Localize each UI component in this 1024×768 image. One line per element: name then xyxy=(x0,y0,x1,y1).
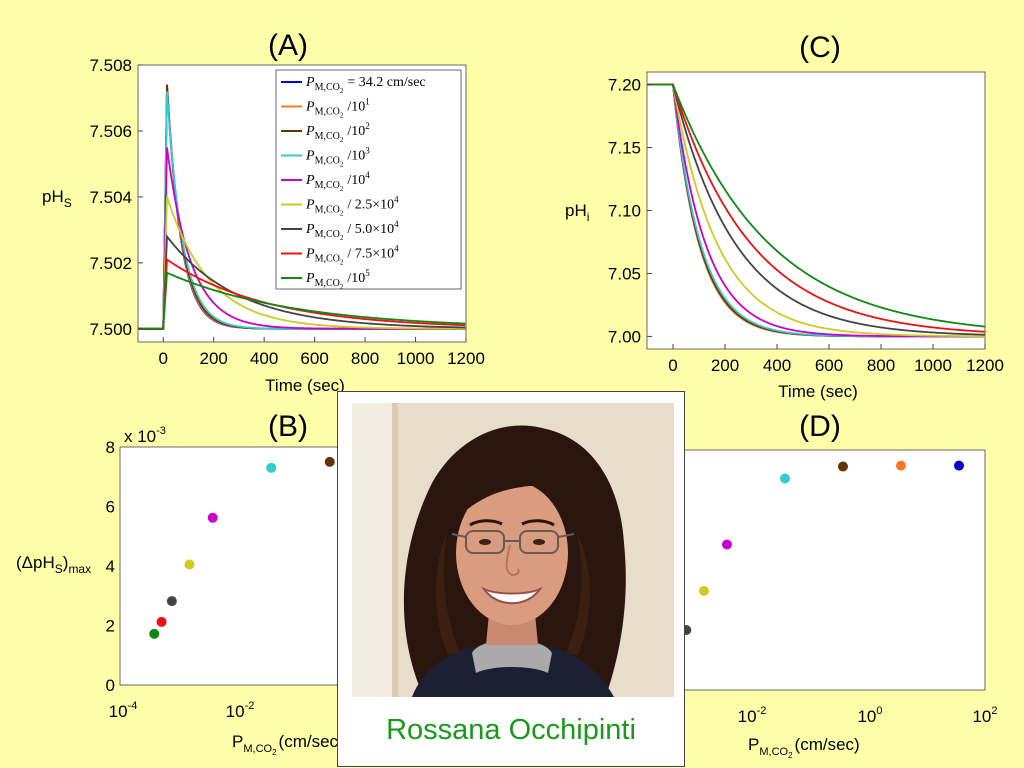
panel-a-series-line-7 xyxy=(138,233,466,330)
panel-b-xtick-1: 10-4 xyxy=(109,700,138,721)
panel-a-legend-box xyxy=(275,69,462,290)
portrait-caption: Rossana Occhipinti xyxy=(386,714,636,746)
panel-c-y-ticks: 7.00 7.05 7.10 7.15 7.20 xyxy=(608,76,652,346)
panel-b-point-4 xyxy=(184,559,195,570)
panel-c-x-ticks: 0 200 400 600 800 1000 1200 xyxy=(668,344,1004,375)
panel-c-series-line-9 xyxy=(647,83,986,328)
panel-d-xtick-1: 10-2 xyxy=(738,705,767,726)
panel-c-xtick-label: 800 xyxy=(867,356,895,375)
panel-a-x-ticks: 0 200 400 600 800 1000 1200 xyxy=(158,337,485,368)
panel-b-point-5 xyxy=(207,512,218,523)
panel-b-ytick-label: 6 xyxy=(106,498,115,517)
panel-a-xtick-label: 0 xyxy=(158,349,167,368)
portrait-photo xyxy=(352,403,674,697)
panel-a-ytick-label: 7.504 xyxy=(89,188,132,207)
panel-a-series-lines xyxy=(138,84,466,330)
panel-d-points xyxy=(681,460,964,635)
panel-b-point-7 xyxy=(324,456,335,467)
panel-c-xtick-label: 0 xyxy=(668,356,677,375)
panel-c-series-line-8 xyxy=(647,83,986,333)
panel-d-title: (D) xyxy=(799,410,841,443)
panel-a-legend-label: PM,CO2/ 7.5×104 xyxy=(305,244,399,267)
panel-a-legend: PM,CO2= 34.2 cm/secPM,CO2/101PM,CO2/102P… xyxy=(281,75,426,291)
panel-c-xtick-label: 400 xyxy=(763,356,791,375)
panel-b-points xyxy=(149,456,335,639)
panel-c-xlabel: Time (sec) xyxy=(778,382,858,401)
panel-b-ytick-label: 8 xyxy=(106,438,115,457)
panel-c-plot-area xyxy=(646,71,986,350)
panel-b-ytick-label: 2 xyxy=(106,617,115,636)
panel-a-xtick-label: 400 xyxy=(250,349,278,368)
panel-d-point-7 xyxy=(953,460,964,471)
panel-b-xlabel: PM,CO2(cm/sec) xyxy=(232,732,344,757)
panel-a-legend-label: PM,CO2= 34.2 cm/sec xyxy=(305,75,426,95)
panel-b-ytick-label: 4 xyxy=(106,557,115,576)
panel-a-series-line-6 xyxy=(138,196,466,330)
panel-a-xtick-label: 800 xyxy=(351,349,379,368)
panel-d-chart: (D) 10-2 100 102 PM,CO2(cm/sec) xyxy=(661,410,998,760)
panel-b-point-1 xyxy=(149,628,160,639)
panel-c-ytick-label: 7.20 xyxy=(608,76,641,95)
panel-a-ytick-label: 7.508 xyxy=(89,56,132,75)
panel-a-title: (A) xyxy=(268,29,308,62)
panel-a-xtick-label: 1200 xyxy=(447,349,485,368)
panel-a-ytick-label: 7.506 xyxy=(89,122,132,141)
panel-d-xlabel: PM,CO2(cm/sec) xyxy=(748,735,860,760)
panel-d-point-3 xyxy=(721,539,732,550)
panel-c-ytick-label: 7.15 xyxy=(608,139,641,158)
panel-b-y-ticks: 0 2 4 6 8 xyxy=(106,438,115,695)
portrait-card: Rossana Occhipinti xyxy=(337,391,685,767)
panel-c-ytick-label: 7.10 xyxy=(608,202,641,221)
panel-d-point-5 xyxy=(837,461,848,472)
panel-c-xtick-label: 1200 xyxy=(966,356,1004,375)
panel-c-xtick-label: 200 xyxy=(711,356,739,375)
panel-c-series-lines xyxy=(647,83,986,338)
panel-c-xtick-label: 1000 xyxy=(914,356,952,375)
panel-b-xtick-2: 10-2 xyxy=(226,700,255,721)
panel-b-point-6 xyxy=(266,462,277,473)
portrait-illustration xyxy=(352,403,674,697)
panel-b-point-2 xyxy=(156,616,167,627)
panel-a-legend-label: PM,CO2/101 xyxy=(305,97,370,120)
panel-a-ytick-label: 7.502 xyxy=(89,254,132,273)
panel-c-chart: (C) 0 200 400 600 800 1000 1200 7.007.057.107.… xyxy=(565,31,1004,401)
panel-d-plot-area xyxy=(661,449,986,691)
panel-a-xtick-label: 1000 xyxy=(397,349,435,368)
panel-d-xtick-2: 100 xyxy=(857,705,882,726)
panel-b-plot-area xyxy=(119,446,361,686)
panel-a-legend-label: PM,CO2/ 5.0×104 xyxy=(305,219,399,242)
panel-a-ylabel: pHS xyxy=(42,187,72,210)
panel-b-title: (B) xyxy=(268,410,308,443)
panel-b-y-multiplier: x 10-3 xyxy=(124,425,166,446)
panel-b-chart: (B) 0 2 4 6 8 x 10-3 (ΔpHS)max 10-4 10-2 PM,… xyxy=(16,410,361,757)
panel-b-ylabel: (ΔpHS)max xyxy=(16,553,91,576)
panel-a-legend-label: PM,CO2/102 xyxy=(305,121,370,144)
panel-a-legend-label: PM,CO2/105 xyxy=(305,268,370,291)
panel-a-y-ticks: 7.500 7.502 7.504 7.506 7.508 xyxy=(89,56,143,339)
panel-c-ylabel: pHi xyxy=(565,201,589,224)
panel-c-xtick-label: 600 xyxy=(815,356,843,375)
panel-c-title: (C) xyxy=(799,31,841,64)
panel-c-series-line-7 xyxy=(647,83,986,336)
panel-a-series-line-9 xyxy=(138,271,466,330)
panel-a-legend-label: PM,CO2/103 xyxy=(305,146,370,169)
panel-a-chart: (A) 0 200 400 600 800 1000 1200 7.5007.5027.50… xyxy=(42,29,485,395)
panel-b-ytick-label: 0 xyxy=(106,676,115,695)
panel-a-legend-label: PM,CO2/ 2.5×104 xyxy=(305,195,399,218)
panel-d-xtick-3: 102 xyxy=(972,705,997,726)
panel-b-point-3 xyxy=(166,596,177,607)
panel-c-ytick-label: 7.00 xyxy=(608,327,641,346)
panel-a-xtick-label: 200 xyxy=(200,349,228,368)
panel-a-xlabel: Time (sec) xyxy=(265,376,345,395)
panel-d-point-4 xyxy=(779,473,790,484)
panel-c-series-line-6 xyxy=(647,83,986,338)
panel-d-point-2 xyxy=(698,586,709,596)
panel-a-series-line-8 xyxy=(138,257,466,330)
panel-a-xtick-label: 600 xyxy=(300,349,328,368)
panel-d-point-6 xyxy=(895,460,906,471)
panel-a-ytick-label: 7.500 xyxy=(89,320,132,339)
panel-a-legend-label: PM,CO2/104 xyxy=(305,170,370,193)
panel-c-ytick-label: 7.05 xyxy=(608,264,641,283)
